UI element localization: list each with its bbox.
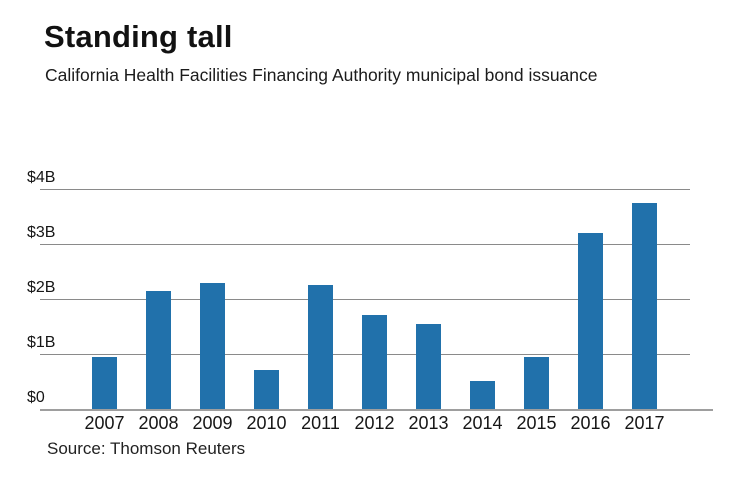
x-tick-label: 2011: [301, 413, 340, 433]
bar-2007: [92, 357, 117, 409]
x-tick-label: 2010: [246, 413, 287, 433]
gridline-2b: [40, 299, 690, 300]
bar-2010: [254, 370, 279, 409]
bar-2016: [578, 233, 603, 409]
x-tick-label: 2012: [354, 413, 395, 433]
x-tick-label: 2016: [570, 413, 611, 433]
bar-2017: [632, 203, 657, 409]
x-tick-label: 2014: [462, 413, 503, 433]
bar-2015: [524, 357, 549, 409]
y-tick-label: $2B: [27, 279, 56, 296]
source-note: Source: Thomson Reuters: [47, 439, 246, 458]
gridline-3b: [40, 244, 690, 245]
x-tick-label: 2015: [516, 413, 557, 433]
bar-2011: [308, 285, 333, 409]
bar-2014: [470, 381, 495, 409]
x-tick-label: 2009: [192, 413, 233, 433]
chart-title: Standing tall: [44, 19, 233, 54]
bar-2008: [146, 291, 171, 409]
x-tick-label: 2007: [84, 413, 125, 433]
x-tick-label: 2017: [624, 413, 665, 433]
x-tick-label: 2008: [138, 413, 179, 433]
y-tick-label: $4B: [27, 169, 56, 186]
chart-subtitle: California Health Facilities Financing A…: [45, 65, 598, 85]
gridline-4b: [40, 189, 690, 190]
x-tick-label: 2013: [408, 413, 449, 433]
bar-2012: [362, 315, 387, 409]
bar-2009: [200, 283, 225, 409]
x-axis-baseline: [40, 409, 713, 411]
bar-2013: [416, 324, 441, 409]
y-tick-label: $3B: [27, 224, 56, 241]
y-tick-label: $1B: [27, 334, 56, 351]
y-tick-label: $0: [27, 389, 45, 406]
